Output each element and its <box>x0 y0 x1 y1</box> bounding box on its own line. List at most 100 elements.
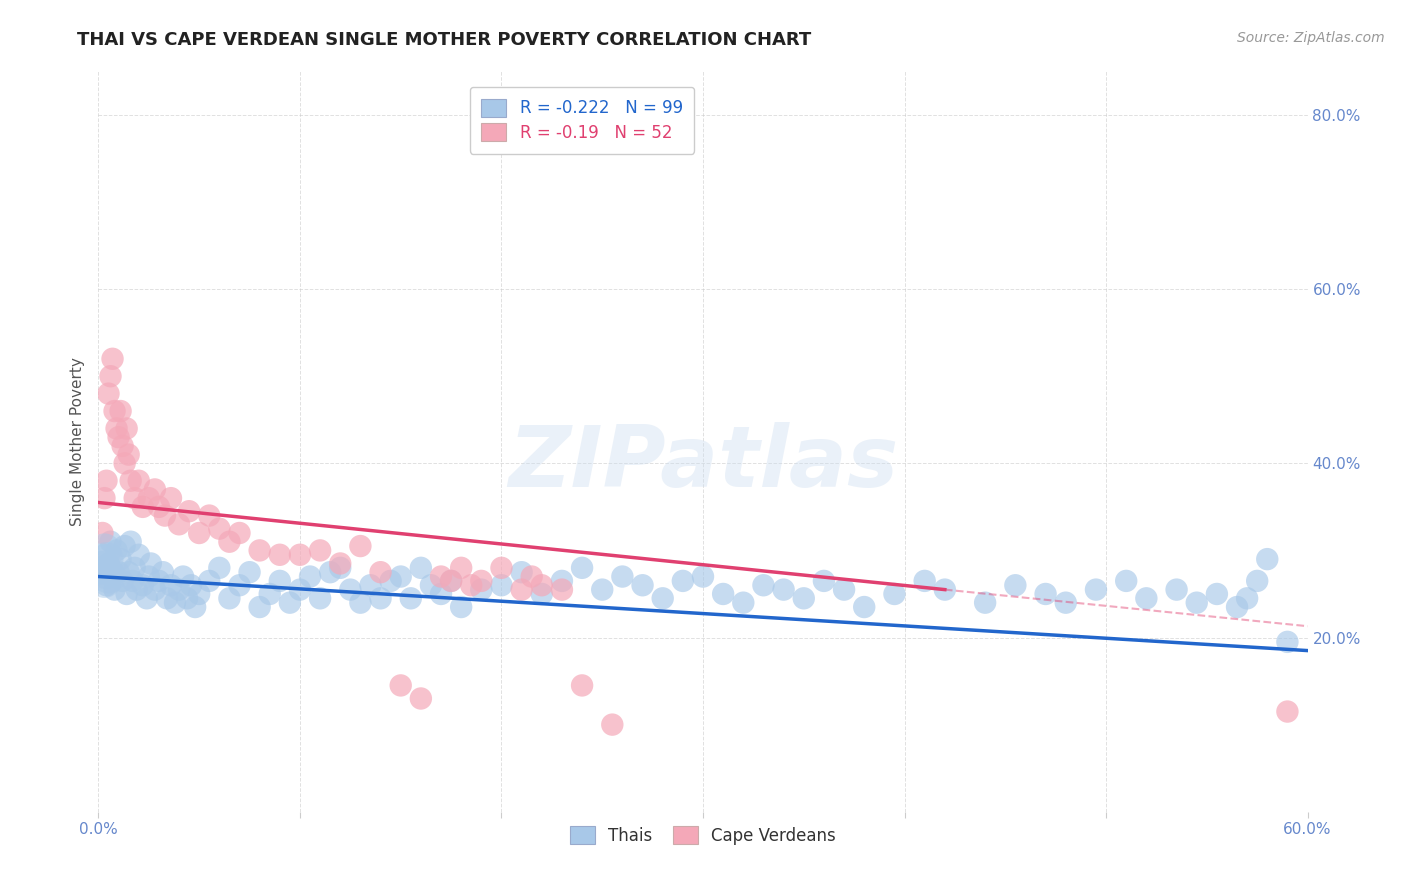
Point <box>450 561 472 575</box>
Point <box>249 543 271 558</box>
Point <box>115 587 138 601</box>
Point <box>101 351 124 366</box>
Point <box>118 565 141 579</box>
Point <box>218 534 240 549</box>
Point <box>120 474 142 488</box>
Point <box>103 582 125 597</box>
Point <box>124 561 146 575</box>
Point <box>832 582 855 597</box>
Point <box>239 565 262 579</box>
Point <box>491 578 513 592</box>
Point <box>530 587 553 601</box>
Point <box>309 591 332 606</box>
Point <box>530 578 553 592</box>
Point <box>520 569 543 583</box>
Point <box>105 421 128 435</box>
Point <box>288 548 311 562</box>
Point <box>228 578 250 592</box>
Text: ZIPatlas: ZIPatlas <box>508 422 898 505</box>
Text: Source: ZipAtlas.com: Source: ZipAtlas.com <box>1237 31 1385 45</box>
Point <box>97 386 120 401</box>
Point <box>156 591 179 606</box>
Point <box>551 574 574 588</box>
Point <box>612 569 634 583</box>
Point <box>772 582 794 597</box>
Point <box>1185 596 1208 610</box>
Point <box>288 582 311 597</box>
Point <box>370 565 392 579</box>
Point <box>360 578 382 592</box>
Point <box>111 574 134 588</box>
Point <box>319 565 342 579</box>
Point <box>420 578 443 592</box>
Point <box>1135 591 1157 606</box>
Point <box>974 596 997 610</box>
Point <box>793 591 815 606</box>
Point <box>218 591 240 606</box>
Point <box>163 596 186 610</box>
Point <box>184 600 207 615</box>
Point <box>148 500 170 514</box>
Point <box>651 591 673 606</box>
Point <box>1236 591 1258 606</box>
Point <box>97 569 120 583</box>
Point <box>934 582 956 597</box>
Point <box>96 578 118 592</box>
Point <box>105 543 128 558</box>
Point <box>571 561 593 575</box>
Point <box>1206 587 1229 601</box>
Point <box>176 591 198 606</box>
Point <box>118 448 141 462</box>
Point <box>309 543 332 558</box>
Point <box>91 561 114 575</box>
Point <box>128 474 150 488</box>
Point <box>111 439 134 453</box>
Point <box>370 591 392 606</box>
Point <box>124 491 146 505</box>
Point <box>100 534 122 549</box>
Point <box>380 574 402 588</box>
Point <box>128 548 150 562</box>
Point <box>631 578 654 592</box>
Point <box>269 574 291 588</box>
Point <box>692 569 714 583</box>
Point <box>101 569 124 583</box>
Point <box>93 543 115 558</box>
Point <box>114 539 136 553</box>
Point <box>188 587 211 601</box>
Point <box>278 596 301 610</box>
Y-axis label: Single Mother Poverty: Single Mother Poverty <box>70 357 86 526</box>
Point <box>299 569 322 583</box>
Point <box>883 587 905 601</box>
Point <box>470 574 492 588</box>
Point <box>148 574 170 588</box>
Point <box>153 508 176 523</box>
Point <box>114 456 136 470</box>
Point <box>1277 635 1299 649</box>
Point <box>470 582 492 597</box>
Point <box>167 517 190 532</box>
Point <box>269 548 291 562</box>
Point <box>107 430 129 444</box>
Point <box>96 565 118 579</box>
Point <box>440 574 463 588</box>
Point <box>110 404 132 418</box>
Point <box>96 552 118 566</box>
Point <box>93 491 115 505</box>
Point <box>551 582 574 597</box>
Point <box>139 557 162 571</box>
Point <box>329 561 352 575</box>
Point <box>1054 596 1077 610</box>
Point <box>460 578 482 592</box>
Point <box>259 587 281 601</box>
Point <box>813 574 835 588</box>
Point <box>1004 578 1026 592</box>
Point <box>103 404 125 418</box>
Point <box>100 369 122 384</box>
Point <box>188 526 211 541</box>
Point <box>143 483 166 497</box>
Point <box>93 574 115 588</box>
Point <box>138 569 160 583</box>
Point <box>249 600 271 615</box>
Point <box>1256 552 1278 566</box>
